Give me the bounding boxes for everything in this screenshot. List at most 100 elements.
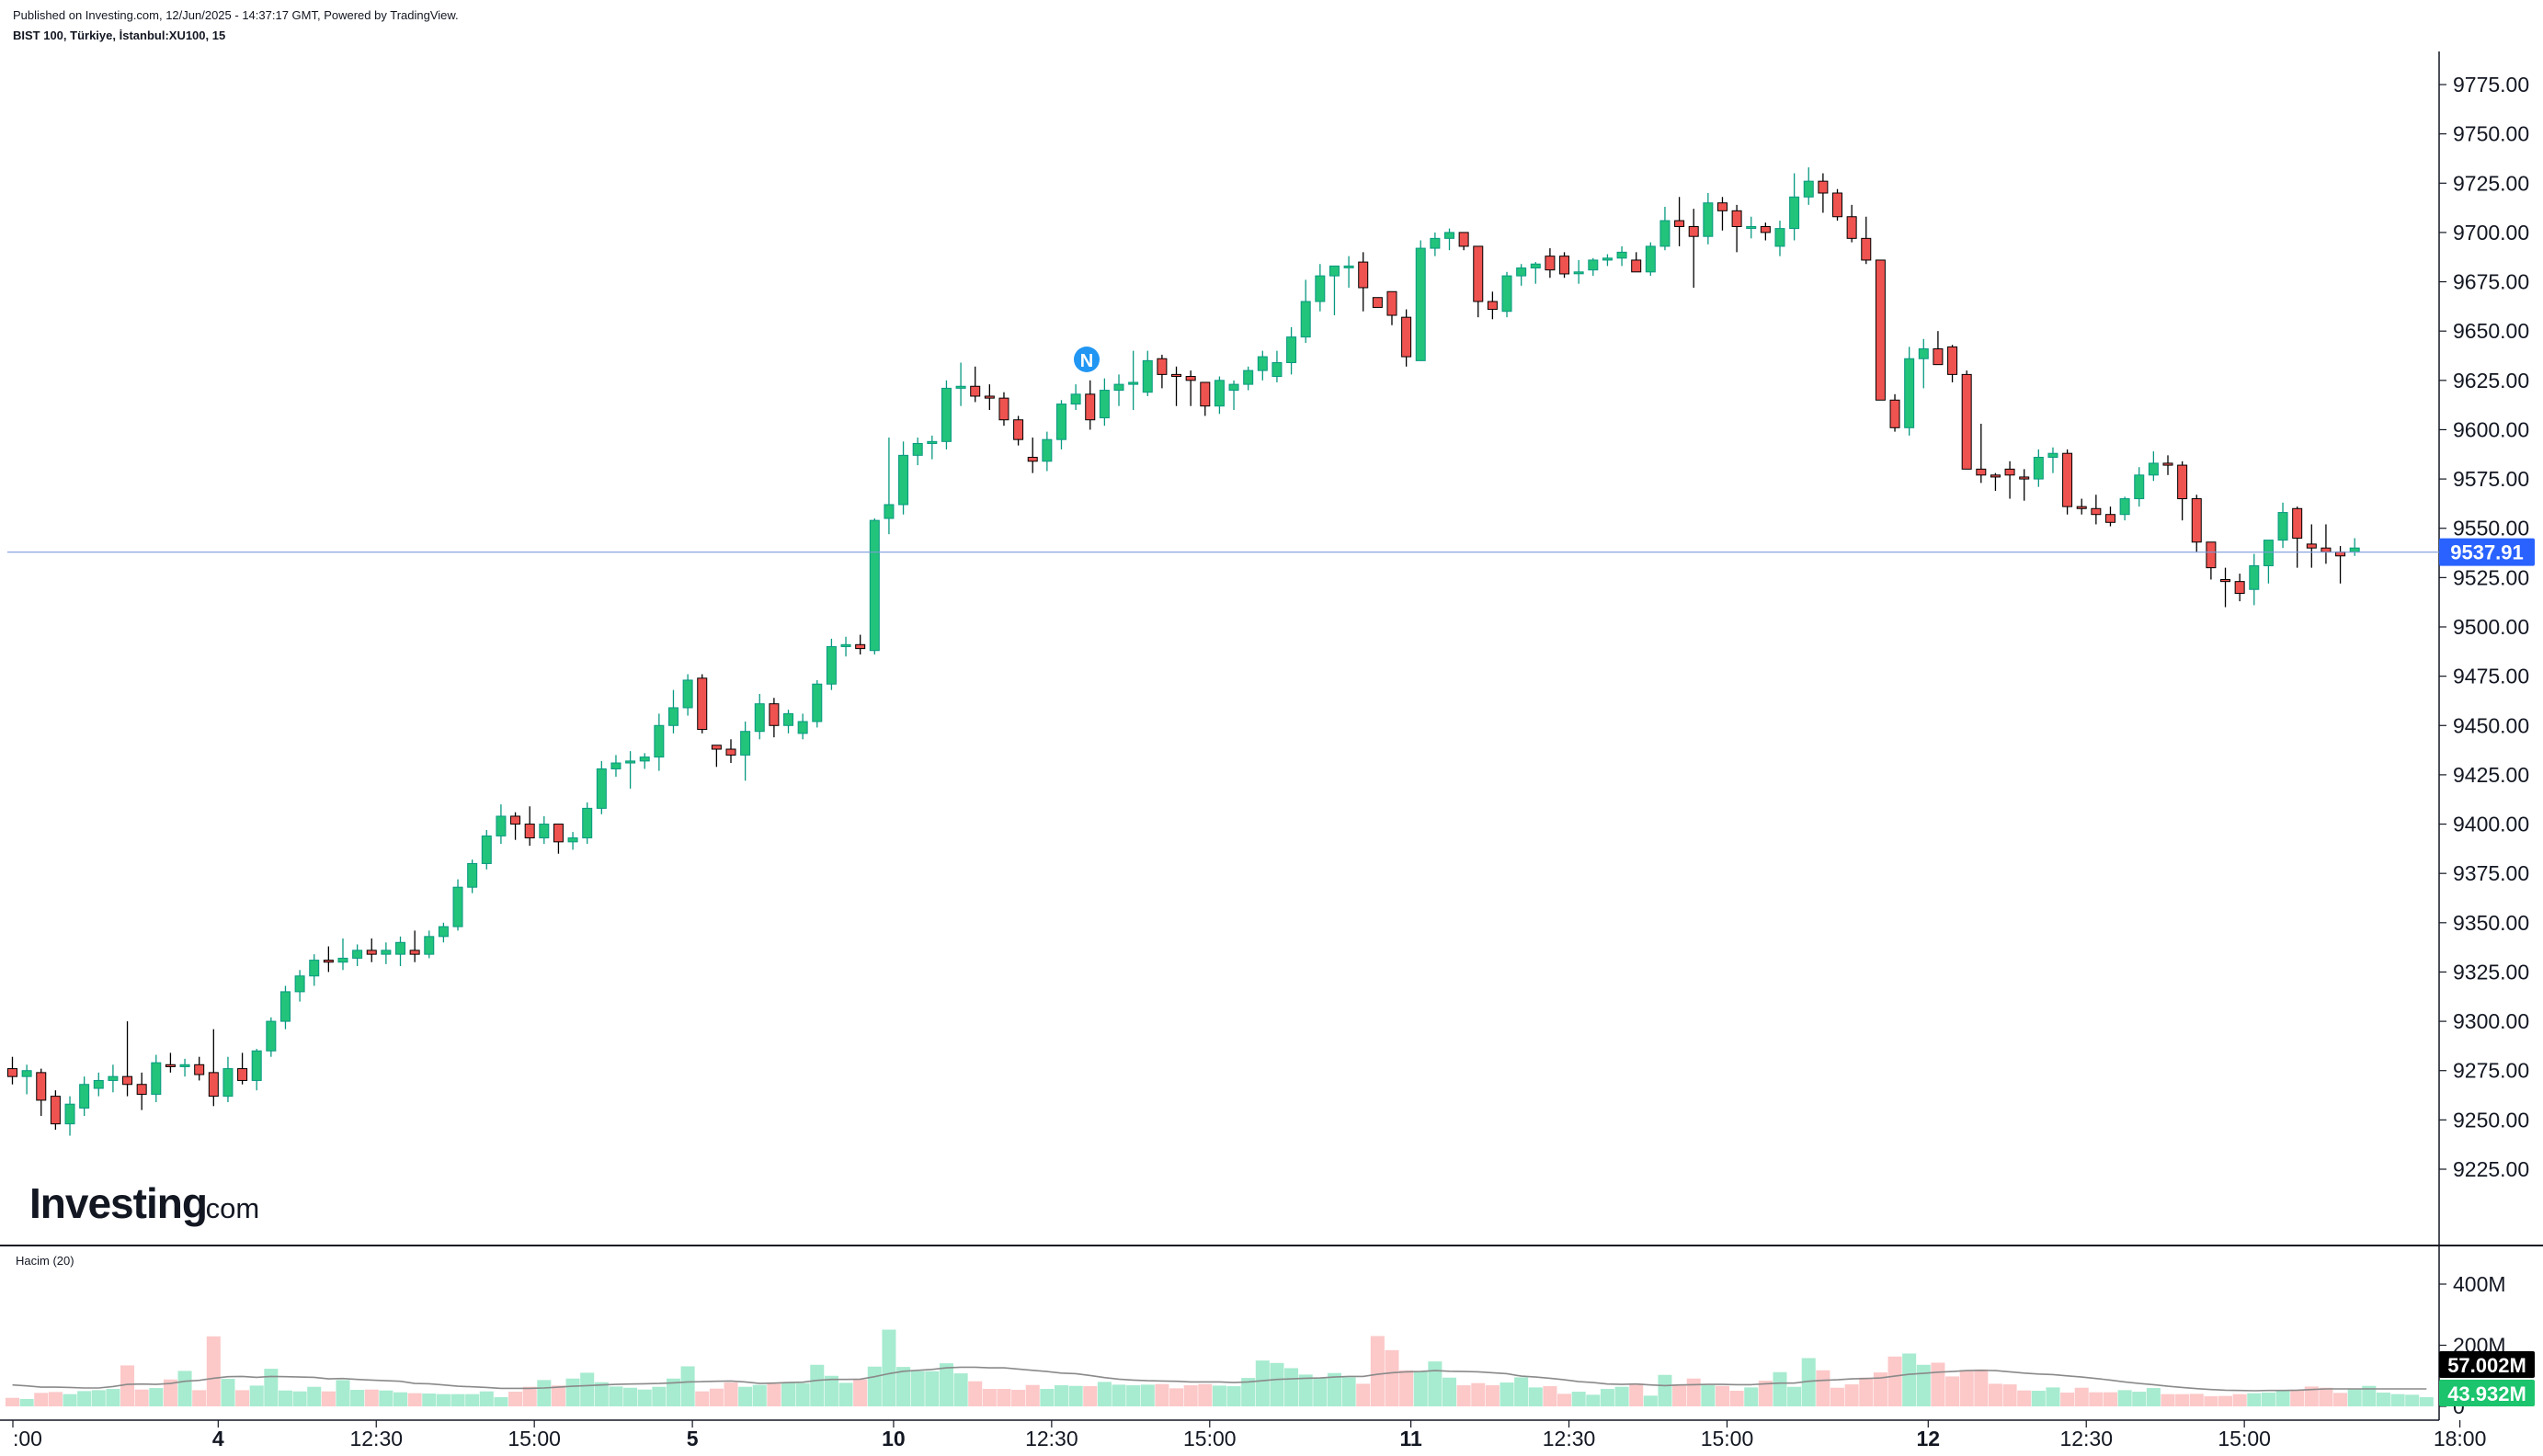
news-event-marker[interactable]: N <box>1074 347 1100 372</box>
volume-bar <box>5 1397 20 1406</box>
candle <box>2191 495 2202 552</box>
candle <box>2306 524 2317 568</box>
volume-bar <box>1744 1387 1759 1406</box>
volume-bar <box>2089 1392 2104 1406</box>
candle <box>151 1054 162 1103</box>
candle <box>826 638 837 690</box>
volume-bar <box>1341 1377 1356 1406</box>
time-tick-label: 12:30 <box>2059 1427 2113 1450</box>
volume-bar <box>19 1399 34 1406</box>
volume-bar <box>2189 1393 2204 1406</box>
volume-bar <box>1126 1385 1141 1406</box>
price-tick-label: 9350.00 <box>2453 911 2529 935</box>
volume-bar <box>522 1386 537 1406</box>
candle <box>1774 221 1785 256</box>
candle <box>984 384 995 410</box>
candle <box>1315 264 1326 312</box>
volume-bar <box>867 1366 882 1406</box>
volume-bar <box>1758 1381 1773 1406</box>
volume-bar <box>853 1379 868 1406</box>
candle <box>108 1064 119 1093</box>
candle <box>1545 248 1556 279</box>
volume-bar <box>695 1391 710 1406</box>
candle <box>481 829 492 870</box>
candle <box>740 721 751 781</box>
candle <box>812 679 823 728</box>
candle <box>1516 264 1527 286</box>
volume-bar <box>2146 1388 2161 1406</box>
volume-bar <box>1974 1369 1989 1406</box>
volume-bar <box>1471 1382 1486 1406</box>
candle <box>1947 345 1958 382</box>
volume-bar <box>1600 1389 1614 1406</box>
candle <box>496 804 507 844</box>
volume-bar <box>1614 1386 1629 1406</box>
candle <box>1228 380 1239 410</box>
volume-bar <box>781 1382 796 1406</box>
candle <box>1200 381 1211 416</box>
volume-bar <box>925 1371 940 1406</box>
svg-text:57.002M: 57.002M <box>2447 1354 2526 1377</box>
candle <box>1631 252 1642 273</box>
volume-bar <box>1701 1385 1716 1406</box>
volume-bar <box>709 1388 724 1406</box>
candle <box>395 936 406 967</box>
candle <box>2076 498 2087 515</box>
candle <box>1602 254 1613 267</box>
candle <box>553 824 564 854</box>
candle <box>36 1068 47 1117</box>
candle <box>2047 447 2058 473</box>
time-tick-label: 12:30 <box>1543 1427 1596 1450</box>
candle <box>1746 216 1757 239</box>
volume-bar <box>494 1397 508 1406</box>
price-tick-label: 9325.00 <box>2453 960 2529 984</box>
candle <box>1716 197 1728 231</box>
candle <box>122 1021 133 1097</box>
candle <box>1573 259 1584 284</box>
candle <box>998 392 1009 427</box>
candle <box>1300 279 1311 344</box>
candle <box>1616 245 1627 267</box>
volume-bar <box>2347 1389 2362 1406</box>
candle <box>783 710 794 734</box>
volume-bar <box>1399 1370 1414 1406</box>
candle <box>1674 197 1685 246</box>
volume-bar <box>1183 1385 1198 1406</box>
price-tick-label: 9400.00 <box>2453 813 2529 836</box>
candle <box>1415 240 1426 361</box>
volume-bar <box>1902 1353 1917 1406</box>
candle <box>93 1072 104 1097</box>
volume-bar <box>767 1383 781 1406</box>
candle <box>2033 449 2044 487</box>
volume-bar <box>1887 1356 1902 1406</box>
volume-bar <box>1442 1377 1457 1406</box>
volume-bar <box>1212 1385 1226 1406</box>
volume-bar <box>1586 1394 1601 1406</box>
candle <box>1861 216 1872 265</box>
candle <box>424 930 435 959</box>
svg-text:N: N <box>1080 351 1093 371</box>
candle <box>1832 188 1843 222</box>
candle <box>840 636 851 657</box>
candle <box>769 698 780 738</box>
volume-bar <box>307 1386 322 1406</box>
candle <box>452 879 463 931</box>
candle <box>1803 167 1814 205</box>
volume-bar <box>2031 1391 2046 1406</box>
volume-bar <box>1528 1387 1543 1406</box>
candle <box>165 1052 176 1073</box>
candle <box>941 380 952 449</box>
candle <box>2119 496 2130 521</box>
candle <box>955 362 966 406</box>
volume-bar <box>1054 1385 1069 1406</box>
candle <box>524 806 535 847</box>
candle <box>1430 232 1441 256</box>
candle <box>1185 370 1196 406</box>
volume-bar <box>1356 1383 1371 1406</box>
candle <box>2162 455 2173 475</box>
candle <box>582 802 593 844</box>
candle <box>1530 262 1541 284</box>
volume-bar <box>206 1336 221 1406</box>
volume-bar <box>2002 1384 2017 1406</box>
